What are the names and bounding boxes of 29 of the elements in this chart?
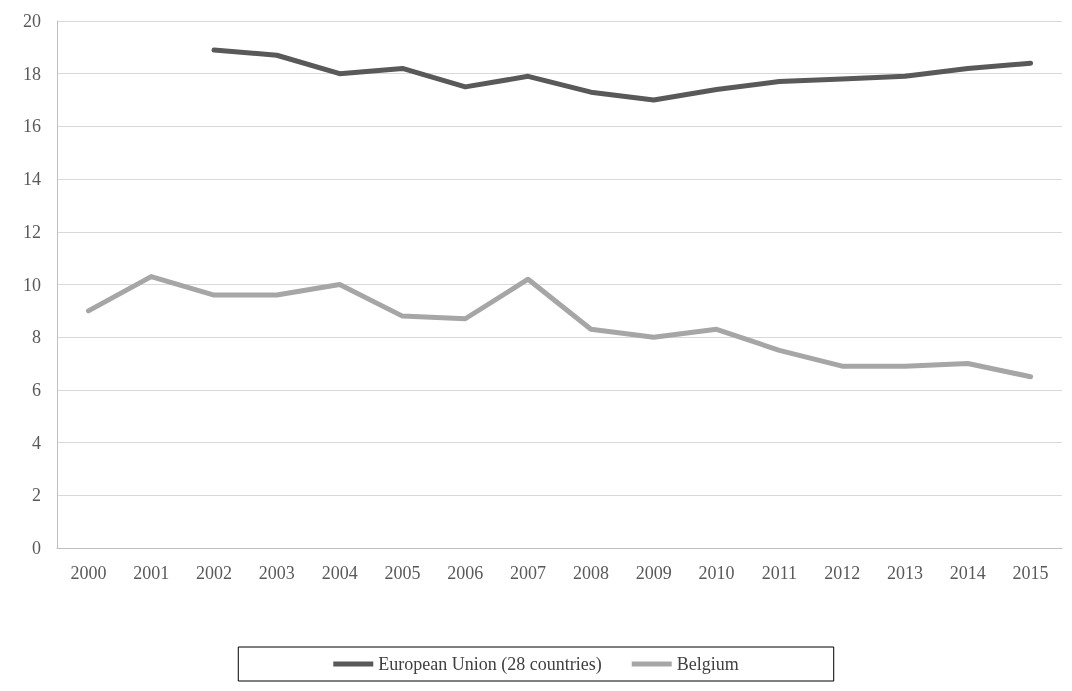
y-tick-label: 8: [32, 327, 41, 348]
y-tick-label: 6: [32, 379, 41, 400]
x-tick-label: 2005: [384, 563, 421, 583]
x-tick-label: 2013: [886, 563, 923, 583]
x-tick-label: 2012: [824, 563, 861, 583]
y-tick-label: 18: [23, 63, 41, 84]
x-tick-label: 2004: [321, 563, 358, 583]
legend-label: European Union (28 countries): [378, 654, 602, 675]
y-tick-label: 2: [32, 485, 41, 506]
y-tick-label: 14: [23, 169, 41, 190]
x-tick-label: 2001: [133, 563, 170, 583]
x-tick-label: 2010: [698, 563, 735, 583]
x-tick-label: 2002: [196, 563, 233, 583]
x-tick-label: 2009: [635, 563, 672, 583]
y-tick-label: 4: [32, 432, 41, 453]
y-tick-label: 0: [32, 538, 41, 558]
legend-label: Belgium: [676, 654, 739, 674]
y-tick-label: 16: [23, 116, 41, 137]
x-tick-label: 2006: [447, 563, 484, 583]
x-tick-label: 2015: [1012, 563, 1049, 583]
y-tick-label: 20: [23, 11, 41, 31]
y-tick-label: 10: [23, 274, 41, 295]
y-tick-label: 12: [23, 221, 41, 242]
x-tick-label: 2014: [949, 563, 986, 583]
x-tick-label: 2003: [258, 563, 295, 583]
x-tick-label: 2008: [572, 563, 609, 583]
x-tick-label: 2011: [761, 563, 798, 583]
x-tick-label: 2007: [510, 563, 547, 583]
x-tick-label: 2000: [70, 563, 107, 583]
